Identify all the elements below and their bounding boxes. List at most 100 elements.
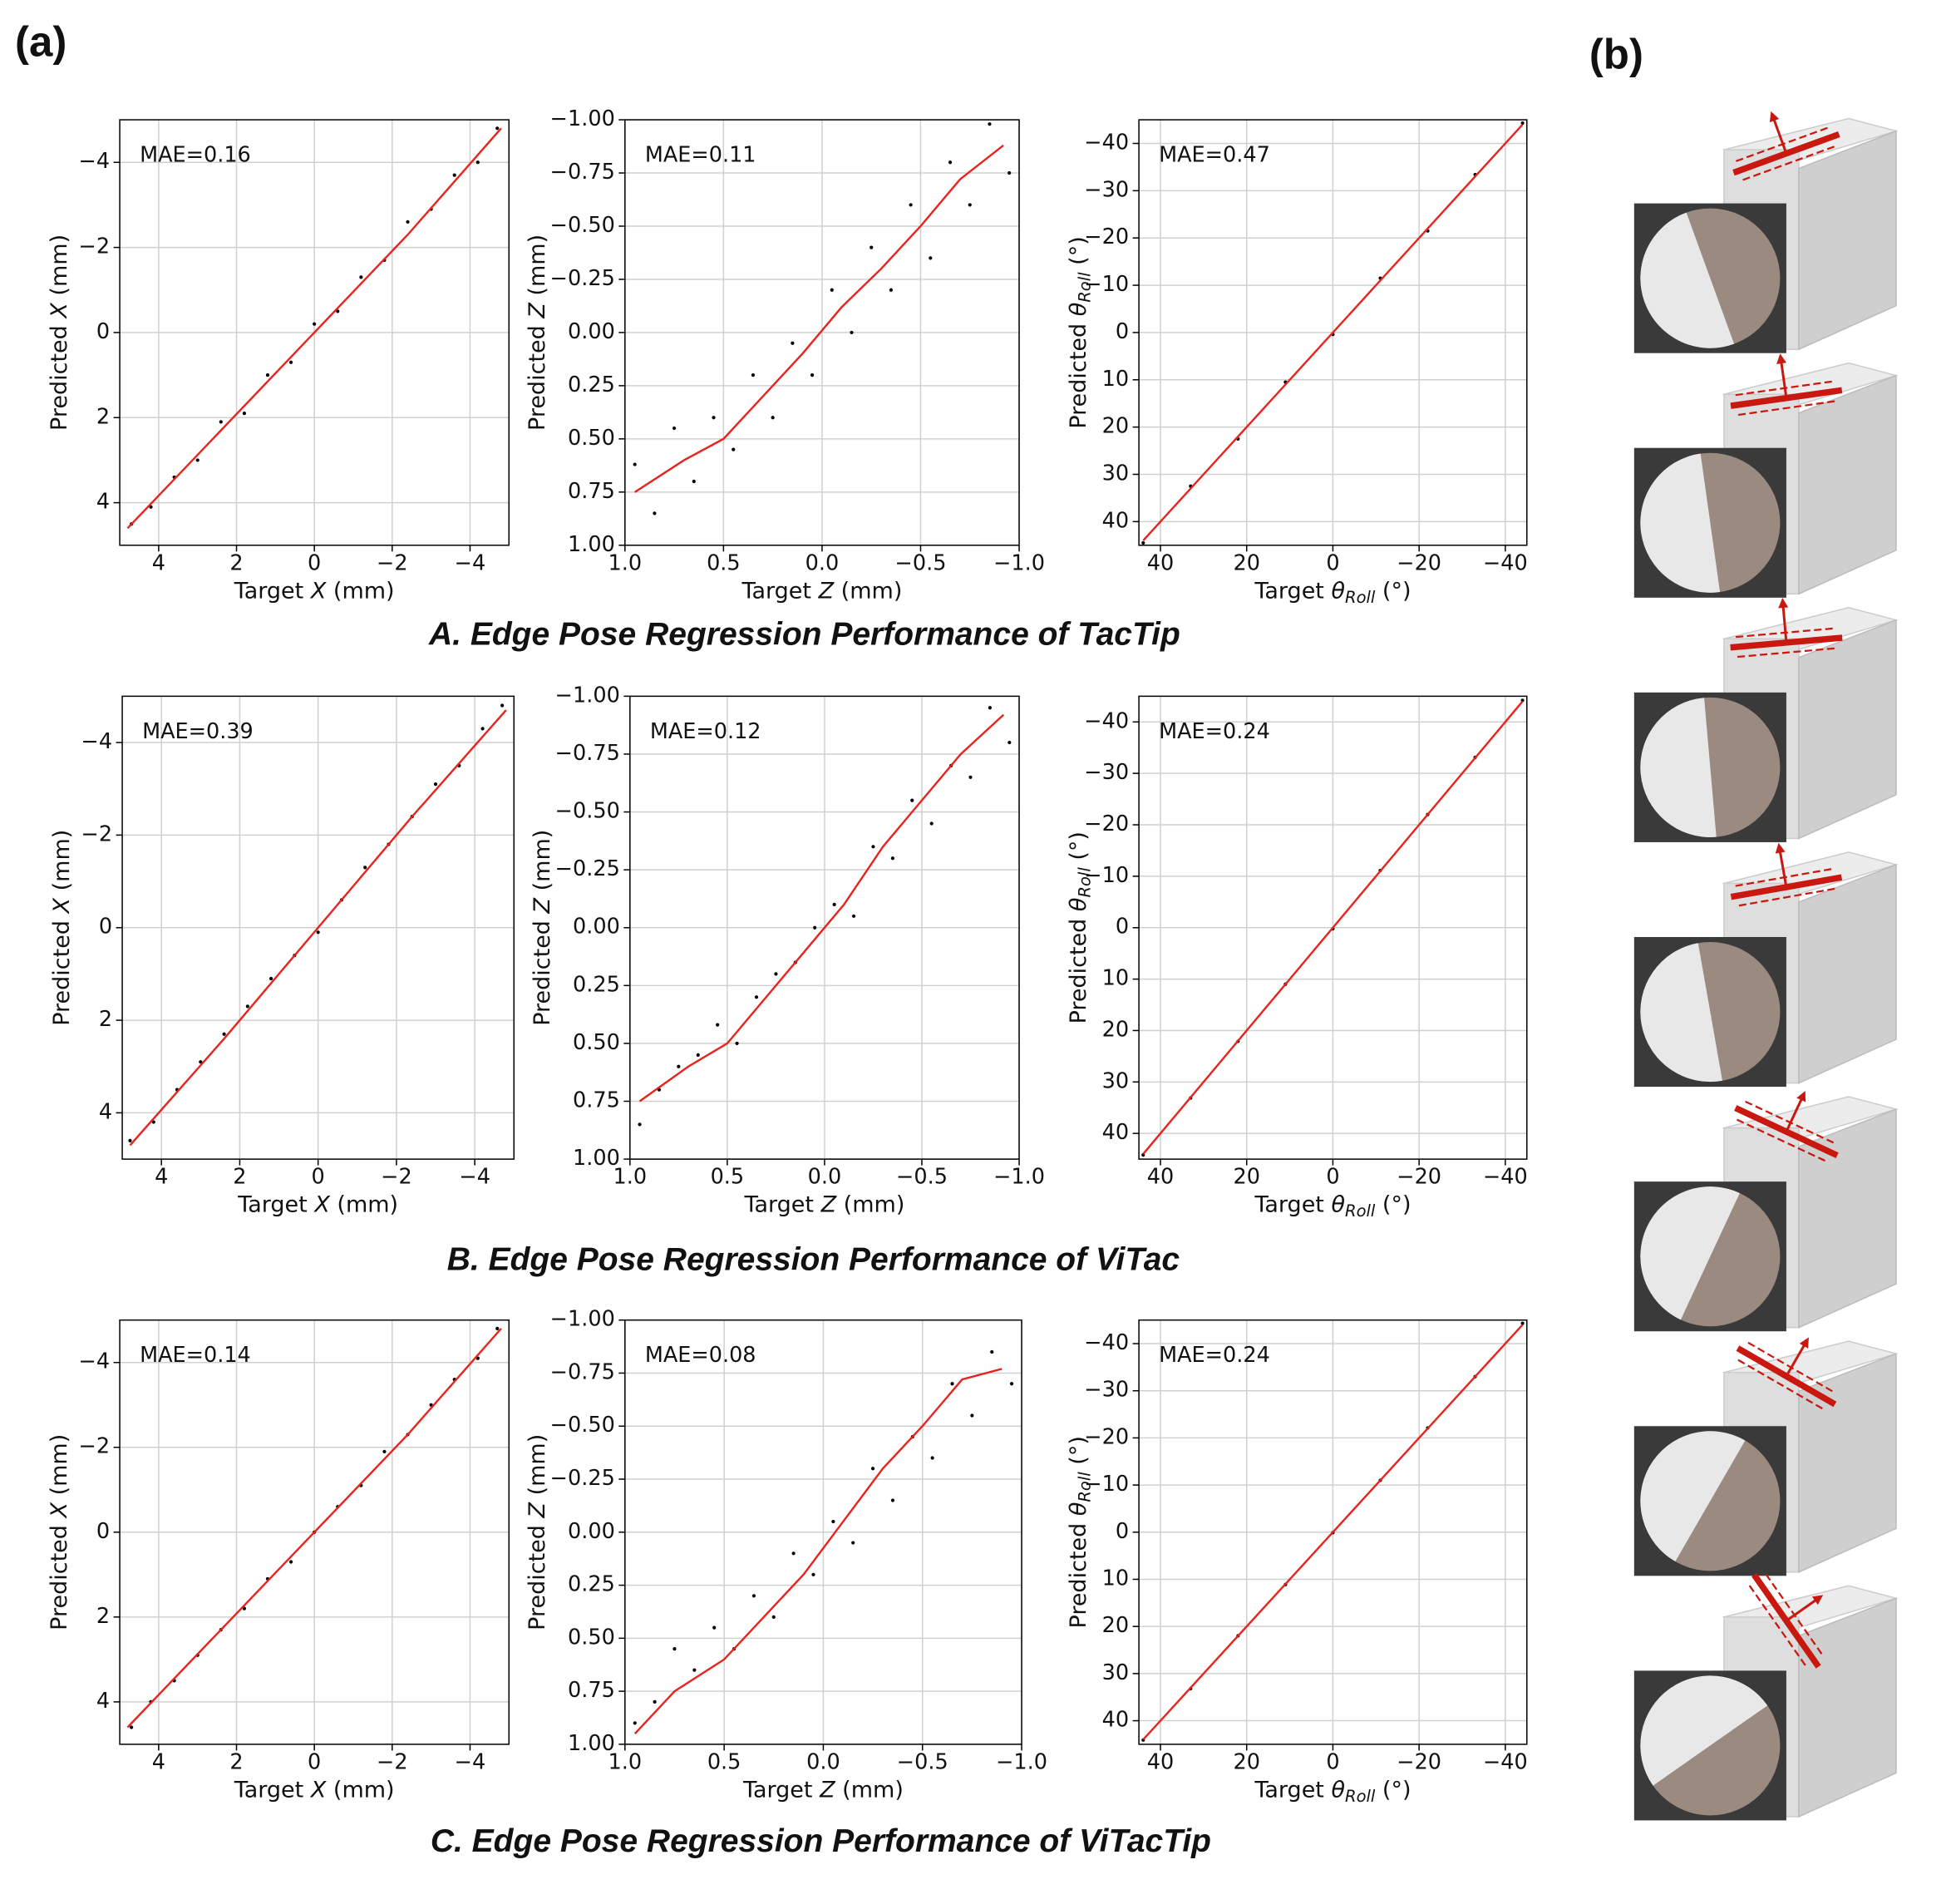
x-tick-label: 20	[1233, 1165, 1259, 1190]
label-part: (°)	[1375, 1191, 1411, 1217]
label-part: Predicted	[1066, 911, 1091, 1024]
data-point	[696, 1053, 700, 1057]
x-tick-label: 1.0	[608, 1749, 643, 1774]
y-axis-label: Predicted Z (mm)	[529, 830, 554, 1026]
y-tick-label: −40	[1084, 131, 1129, 155]
data-point	[1007, 170, 1012, 175]
x-tick-label: 4	[155, 1165, 168, 1190]
y-tick-label: 1.00	[573, 1146, 620, 1171]
data-point	[870, 245, 874, 249]
x-tick-label: −0.5	[897, 1749, 948, 1774]
y-tick-label: −0.50	[550, 1413, 615, 1438]
data-point	[988, 122, 992, 126]
data-point	[929, 256, 933, 260]
data-point	[500, 703, 505, 708]
x-tick-label: −20	[1397, 1165, 1441, 1190]
annotation: MAE=0.24	[1159, 1343, 1270, 1368]
label-part: (°)	[1375, 578, 1411, 604]
label-part: (mm)	[326, 1777, 394, 1803]
y-tick-label: 0.00	[573, 915, 620, 940]
data-point	[754, 995, 759, 999]
x-tick-label: 0	[308, 550, 321, 575]
x-tick-label: −0.5	[895, 550, 947, 575]
y-tick-label: −20	[1084, 224, 1129, 249]
edge-marker	[1734, 1091, 1839, 1163]
label-part: Target	[743, 1191, 820, 1217]
x-axis-label: Target θRoll (°)	[1254, 578, 1411, 607]
x-tick-label: 0.5	[707, 1749, 741, 1774]
label-part: (mm)	[326, 578, 394, 604]
label-part: Predicted	[49, 913, 75, 1025]
y-tick-label: −0.50	[550, 213, 615, 238]
normal-arrow	[1785, 1097, 1804, 1132]
data-point	[851, 914, 856, 918]
y-tick-label: −30	[1084, 177, 1129, 202]
label-part: Predicted	[524, 318, 549, 431]
plot-frame	[629, 695, 1020, 1160]
x-tick-label: 2	[229, 1749, 243, 1774]
data-point	[672, 426, 677, 431]
arrow-head	[1776, 353, 1787, 364]
annotation: MAE=0.39	[142, 719, 254, 744]
edge-marker	[1730, 842, 1843, 907]
y-tick-label: 0	[99, 915, 112, 940]
data-point	[692, 479, 696, 484]
plot-frame	[121, 695, 515, 1160]
data-point	[406, 220, 410, 224]
data-point	[791, 341, 795, 345]
data-point	[735, 1041, 739, 1046]
x-tick-label: −1.0	[993, 1165, 1045, 1190]
edge-marker	[1736, 1337, 1837, 1411]
data-point	[452, 173, 456, 177]
label-part: (mm)	[47, 1434, 72, 1502]
y-tick-label: 0	[96, 319, 110, 344]
arrow-head	[1811, 1595, 1824, 1606]
data-point	[832, 902, 836, 907]
y-tick-label: −0.25	[550, 266, 615, 291]
data-point	[480, 727, 485, 731]
x-tick-label: 4	[152, 1749, 165, 1774]
label-part: θ	[1066, 898, 1091, 912]
trend-line	[1142, 1324, 1524, 1741]
x-tick-label: 1.0	[608, 550, 643, 575]
label-part: (mm)	[835, 1777, 904, 1803]
data-point	[316, 930, 320, 935]
data-point	[771, 416, 775, 420]
y-tick-label: 0	[1116, 915, 1129, 940]
data-point	[909, 203, 913, 207]
y-tick-label: −1.00	[550, 1307, 615, 1332]
x-tick-label: −40	[1483, 550, 1528, 575]
y-tick-label: −20	[1084, 1424, 1129, 1449]
data-point	[363, 866, 367, 870]
x-tick-label: 20	[1233, 1749, 1259, 1774]
label-part: (mm)	[49, 830, 75, 898]
y-tick-label: 0	[1116, 1519, 1129, 1544]
x-axis-label: Target θRoll (°)	[1254, 1191, 1411, 1221]
x-tick-label: 0.0	[808, 1165, 842, 1190]
data-point	[810, 373, 815, 377]
cube-side	[1798, 863, 1897, 1084]
x-tick-label: 2	[233, 1165, 246, 1190]
sensor-illustration	[1633, 842, 1899, 1088]
label-part: Target	[237, 1191, 314, 1217]
x-tick-label: 0	[1326, 1165, 1339, 1190]
x-tick-label: 0.0	[806, 1749, 840, 1774]
y-tick-label: 4	[99, 1099, 112, 1124]
data-point	[288, 360, 293, 364]
data-point	[1520, 121, 1525, 126]
data-point	[712, 416, 716, 420]
edge-bound	[1738, 887, 1838, 907]
label-part: Predicted	[1066, 316, 1091, 428]
data-point	[195, 458, 200, 462]
y-tick-label: 0.00	[568, 1519, 615, 1544]
arrow-head	[1778, 598, 1789, 609]
label-part: Target	[234, 578, 311, 604]
y-tick-label: −10	[1084, 863, 1129, 888]
x-axis-label: Target Z (mm)	[741, 578, 902, 604]
x-axis-label: Target θRoll (°)	[1254, 1777, 1411, 1806]
y-tick-label: 40	[1102, 1708, 1129, 1733]
arrow-head	[1799, 1337, 1809, 1349]
data-point	[870, 1467, 875, 1471]
y-tick-label: 30	[1102, 1068, 1129, 1093]
y-tick-label: 10	[1102, 367, 1129, 392]
